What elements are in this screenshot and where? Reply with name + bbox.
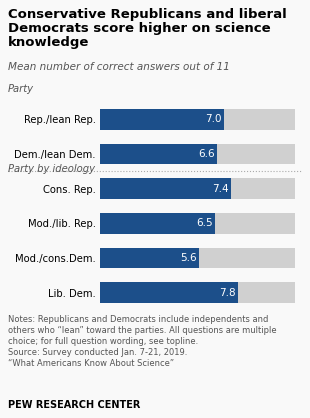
Bar — [100, 178, 231, 199]
Bar — [100, 213, 295, 234]
Bar — [100, 213, 215, 234]
Bar — [100, 282, 295, 303]
Text: 5.6: 5.6 — [180, 253, 197, 263]
Text: Party by ideology: Party by ideology — [8, 164, 95, 174]
Bar — [100, 247, 199, 268]
Text: PEW RESEARCH CENTER: PEW RESEARCH CENTER — [8, 400, 140, 410]
Bar — [100, 178, 295, 199]
Bar — [100, 144, 295, 164]
Text: Source: Survey conducted Jan. 7-21, 2019.: Source: Survey conducted Jan. 7-21, 2019… — [8, 348, 187, 357]
Bar — [100, 247, 295, 268]
Text: 7.8: 7.8 — [219, 288, 236, 298]
Text: Democrats score higher on science: Democrats score higher on science — [8, 22, 271, 35]
Text: Notes: Republicans and Democrats include independents and: Notes: Republicans and Democrats include… — [8, 315, 268, 324]
Text: 7.4: 7.4 — [212, 184, 229, 194]
Text: 6.6: 6.6 — [198, 149, 215, 159]
Text: knowledge: knowledge — [8, 36, 89, 49]
Bar — [100, 282, 238, 303]
Text: Conservative Republicans and liberal: Conservative Republicans and liberal — [8, 8, 287, 21]
Text: choice; for full question wording, see topline.: choice; for full question wording, see t… — [8, 337, 198, 346]
Text: “What Americans Know About Science”: “What Americans Know About Science” — [8, 359, 174, 368]
Bar — [100, 109, 224, 130]
Bar — [100, 109, 295, 130]
Text: 7.0: 7.0 — [206, 115, 222, 124]
Text: 6.5: 6.5 — [197, 218, 213, 228]
Text: Mean number of correct answers out of 11: Mean number of correct answers out of 11 — [8, 62, 230, 72]
Bar — [100, 144, 217, 164]
Text: Party: Party — [8, 84, 34, 94]
Text: others who “lean” toward the parties. All questions are multiple: others who “lean” toward the parties. Al… — [8, 326, 277, 335]
